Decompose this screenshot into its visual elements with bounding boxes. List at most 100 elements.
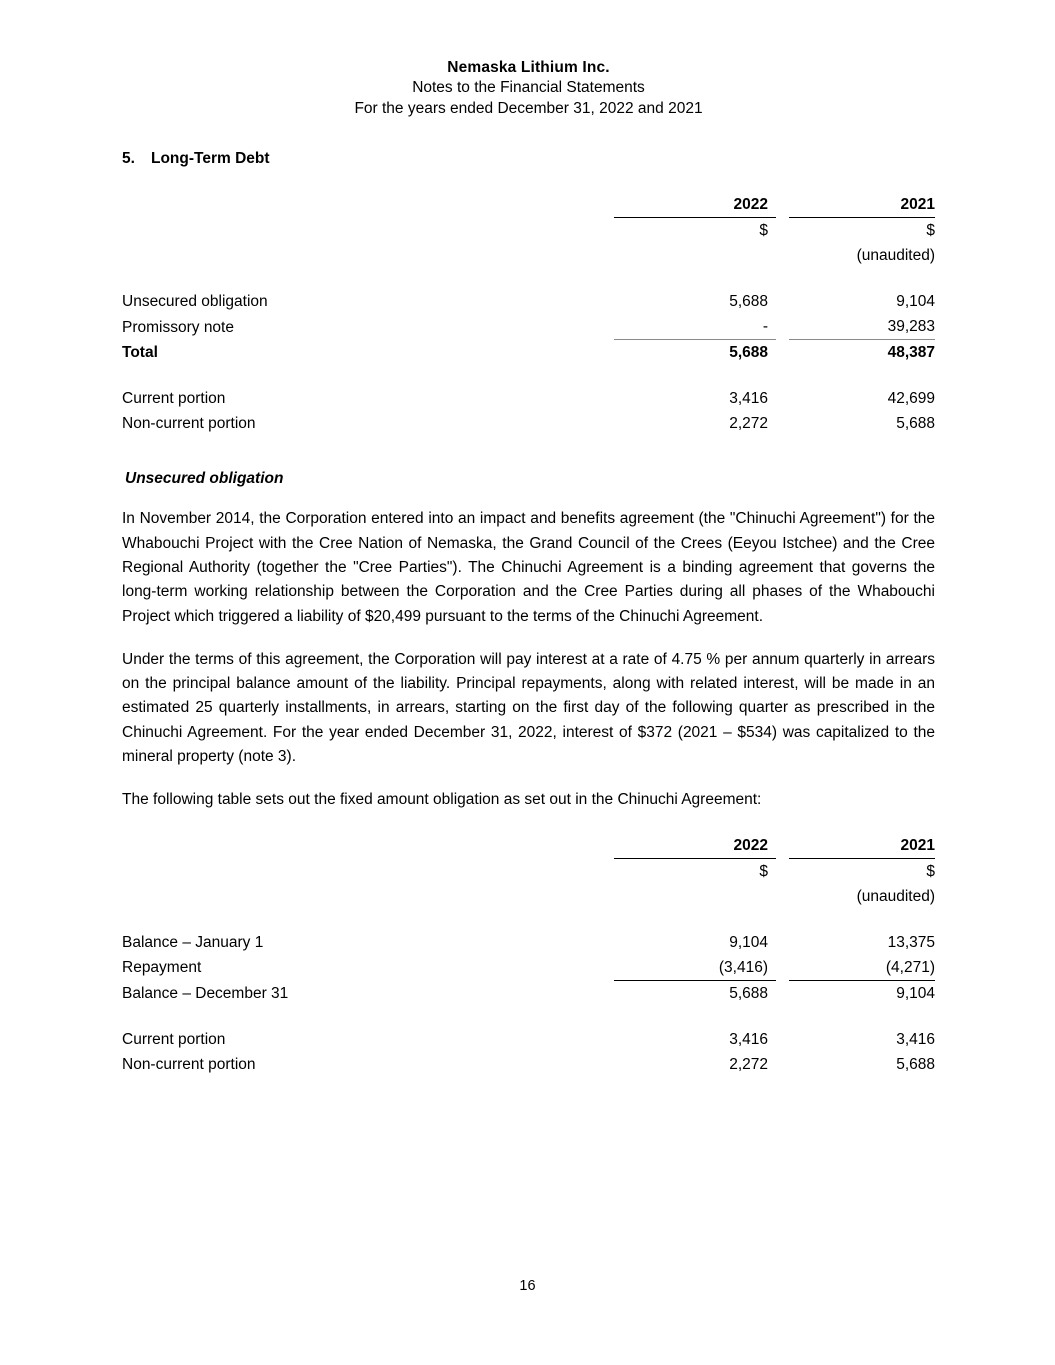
header-blank [122,192,611,218]
unaudited-2021: (unaudited) [856,247,935,265]
row-mid [776,314,789,340]
row-value-2021: 3,416 [896,1030,935,1048]
row-value-2021: 5,688 [896,415,935,433]
currency-2021: $ [926,222,935,240]
row-mid [776,955,789,981]
document-subtitle-line1: Notes to the Financial Statements [412,79,645,97]
note-heading: 5. Long-Term Debt [122,150,935,168]
document-subtitle-line2: For the years ended December 31, 2022 an… [354,99,703,117]
table-row: Current portion 3,416 3,416 [122,1027,935,1052]
header-mid [776,833,789,859]
paragraph-chinuchi-agreement: In November 2014, the Corporation entere… [122,510,935,625]
long-term-debt-table-wrap: 2022 2021 $ $ [122,192,935,436]
row-value-2021: 9,104 [896,293,935,311]
unaudited-2022 [614,243,776,268]
row-mid [776,1052,789,1077]
row-label: Repayment [122,959,202,977]
fixed-obligation-table: 2022 2021 $ $ [122,832,935,1077]
note-title: Long-Term Debt [151,150,270,168]
row-label: Unsecured obligation [122,293,268,311]
row-value-2022: 3,416 [729,1030,768,1048]
table-row: Non-current portion 2,272 5,688 [122,1052,935,1077]
table-header-row: 2022 2021 [122,832,935,859]
table-spacer [122,909,935,930]
header-2022: 2022 [614,832,776,859]
paragraph-interest-terms: Under the terms of this agreement, the C… [122,650,935,766]
table-spacer [122,1006,935,1027]
currency-2022: $ [759,222,768,240]
row-value-2022: 3,416 [729,390,768,408]
row-label: Current portion [122,1030,226,1048]
row-mid [776,411,789,436]
unaudited-2022 [614,884,776,909]
row-label: Non-current portion [122,415,256,433]
row-mid [776,289,789,314]
fixed-obligation-table-wrap: 2022 2021 $ $ [122,832,935,1077]
row-label: Balance – December 31 [122,984,289,1002]
header-blank [122,833,611,859]
table-spacer [122,365,935,386]
page-content: Nemaska Lithium Inc. Notes to the Financ… [122,0,935,1077]
company-name: Nemaska Lithium Inc. [447,59,610,76]
unaudited-mid [776,243,789,268]
table-total-row: Total 5,688 48,387 [122,339,935,366]
row-value-2021: 9,104 [789,979,935,1006]
currency-blank [122,858,611,884]
currency-mid [776,858,789,884]
row-value-2022: 5,688 [729,293,768,311]
table-row: Repayment (3,416) (4,271) [122,955,935,981]
row-value-2022: 5,688 [614,339,776,366]
unaudited-blank [122,884,611,909]
currency-mid [776,218,789,244]
unaudited-mid [776,884,789,909]
row-mid [776,340,789,366]
row-mid [776,980,789,1006]
row-value-2021: 48,387 [789,339,935,366]
row-value-2021: 5,688 [896,1055,935,1073]
row-label: Total [122,344,158,362]
row-value-2022: 5,688 [614,979,776,1006]
table-spacer [122,268,935,289]
table-currency-row: $ $ [122,218,935,244]
row-value-2021: (4,271) [885,958,935,976]
table-row: Non-current portion 2,272 5,688 [122,411,935,436]
row-label: Balance – January 1 [122,933,264,951]
header-2021: 2021 [789,832,935,859]
table-currency-row: $ $ [122,858,935,884]
table-row: Unsecured obligation 5,688 9,104 [122,289,935,314]
table-row: Promissory note - 39,283 [122,314,935,340]
row-value-2022: 2,272 [729,415,768,433]
table-balance-row: Balance – December 31 5,688 9,104 [122,979,935,1006]
row-value-2021: 39,283 [887,318,935,336]
section-heading-unsecured-obligation: Unsecured obligation [125,470,284,488]
table-row: Balance – January 1 9,104 13,375 [122,930,935,955]
table-unaudited-row: (unaudited) [122,243,935,268]
row-mid [776,1027,789,1052]
row-label: Promissory note [122,318,234,336]
paragraph-table-intro: The following table sets out the fixed a… [122,791,762,809]
header-2021: 2021 [789,192,935,219]
unaudited-2021: (unaudited) [856,887,935,905]
table-unaudited-row: (unaudited) [122,884,935,909]
row-value-2022: - [762,318,768,336]
table-header-row: 2022 2021 [122,192,935,219]
row-value-2022: 2,272 [729,1055,768,1073]
unaudited-blank [122,243,611,268]
note-number: 5. [122,150,135,168]
row-mid [776,930,789,955]
row-label: Current portion [122,390,226,408]
row-label: Non-current portion [122,1055,256,1073]
currency-2022: $ [759,862,768,880]
header-2022: 2022 [614,192,776,219]
row-value-2021: 42,699 [887,390,935,408]
long-term-debt-table: 2022 2021 $ $ [122,192,935,436]
table-row: Current portion 3,416 42,699 [122,386,935,411]
row-value-2021: 13,375 [887,933,935,951]
row-value-2022: (3,416) [718,958,768,976]
currency-2021: $ [926,862,935,880]
page-number: 16 [519,1278,536,1294]
currency-blank [122,218,611,244]
header-mid [776,192,789,218]
document-header: Nemaska Lithium Inc. Notes to the Financ… [122,0,935,119]
